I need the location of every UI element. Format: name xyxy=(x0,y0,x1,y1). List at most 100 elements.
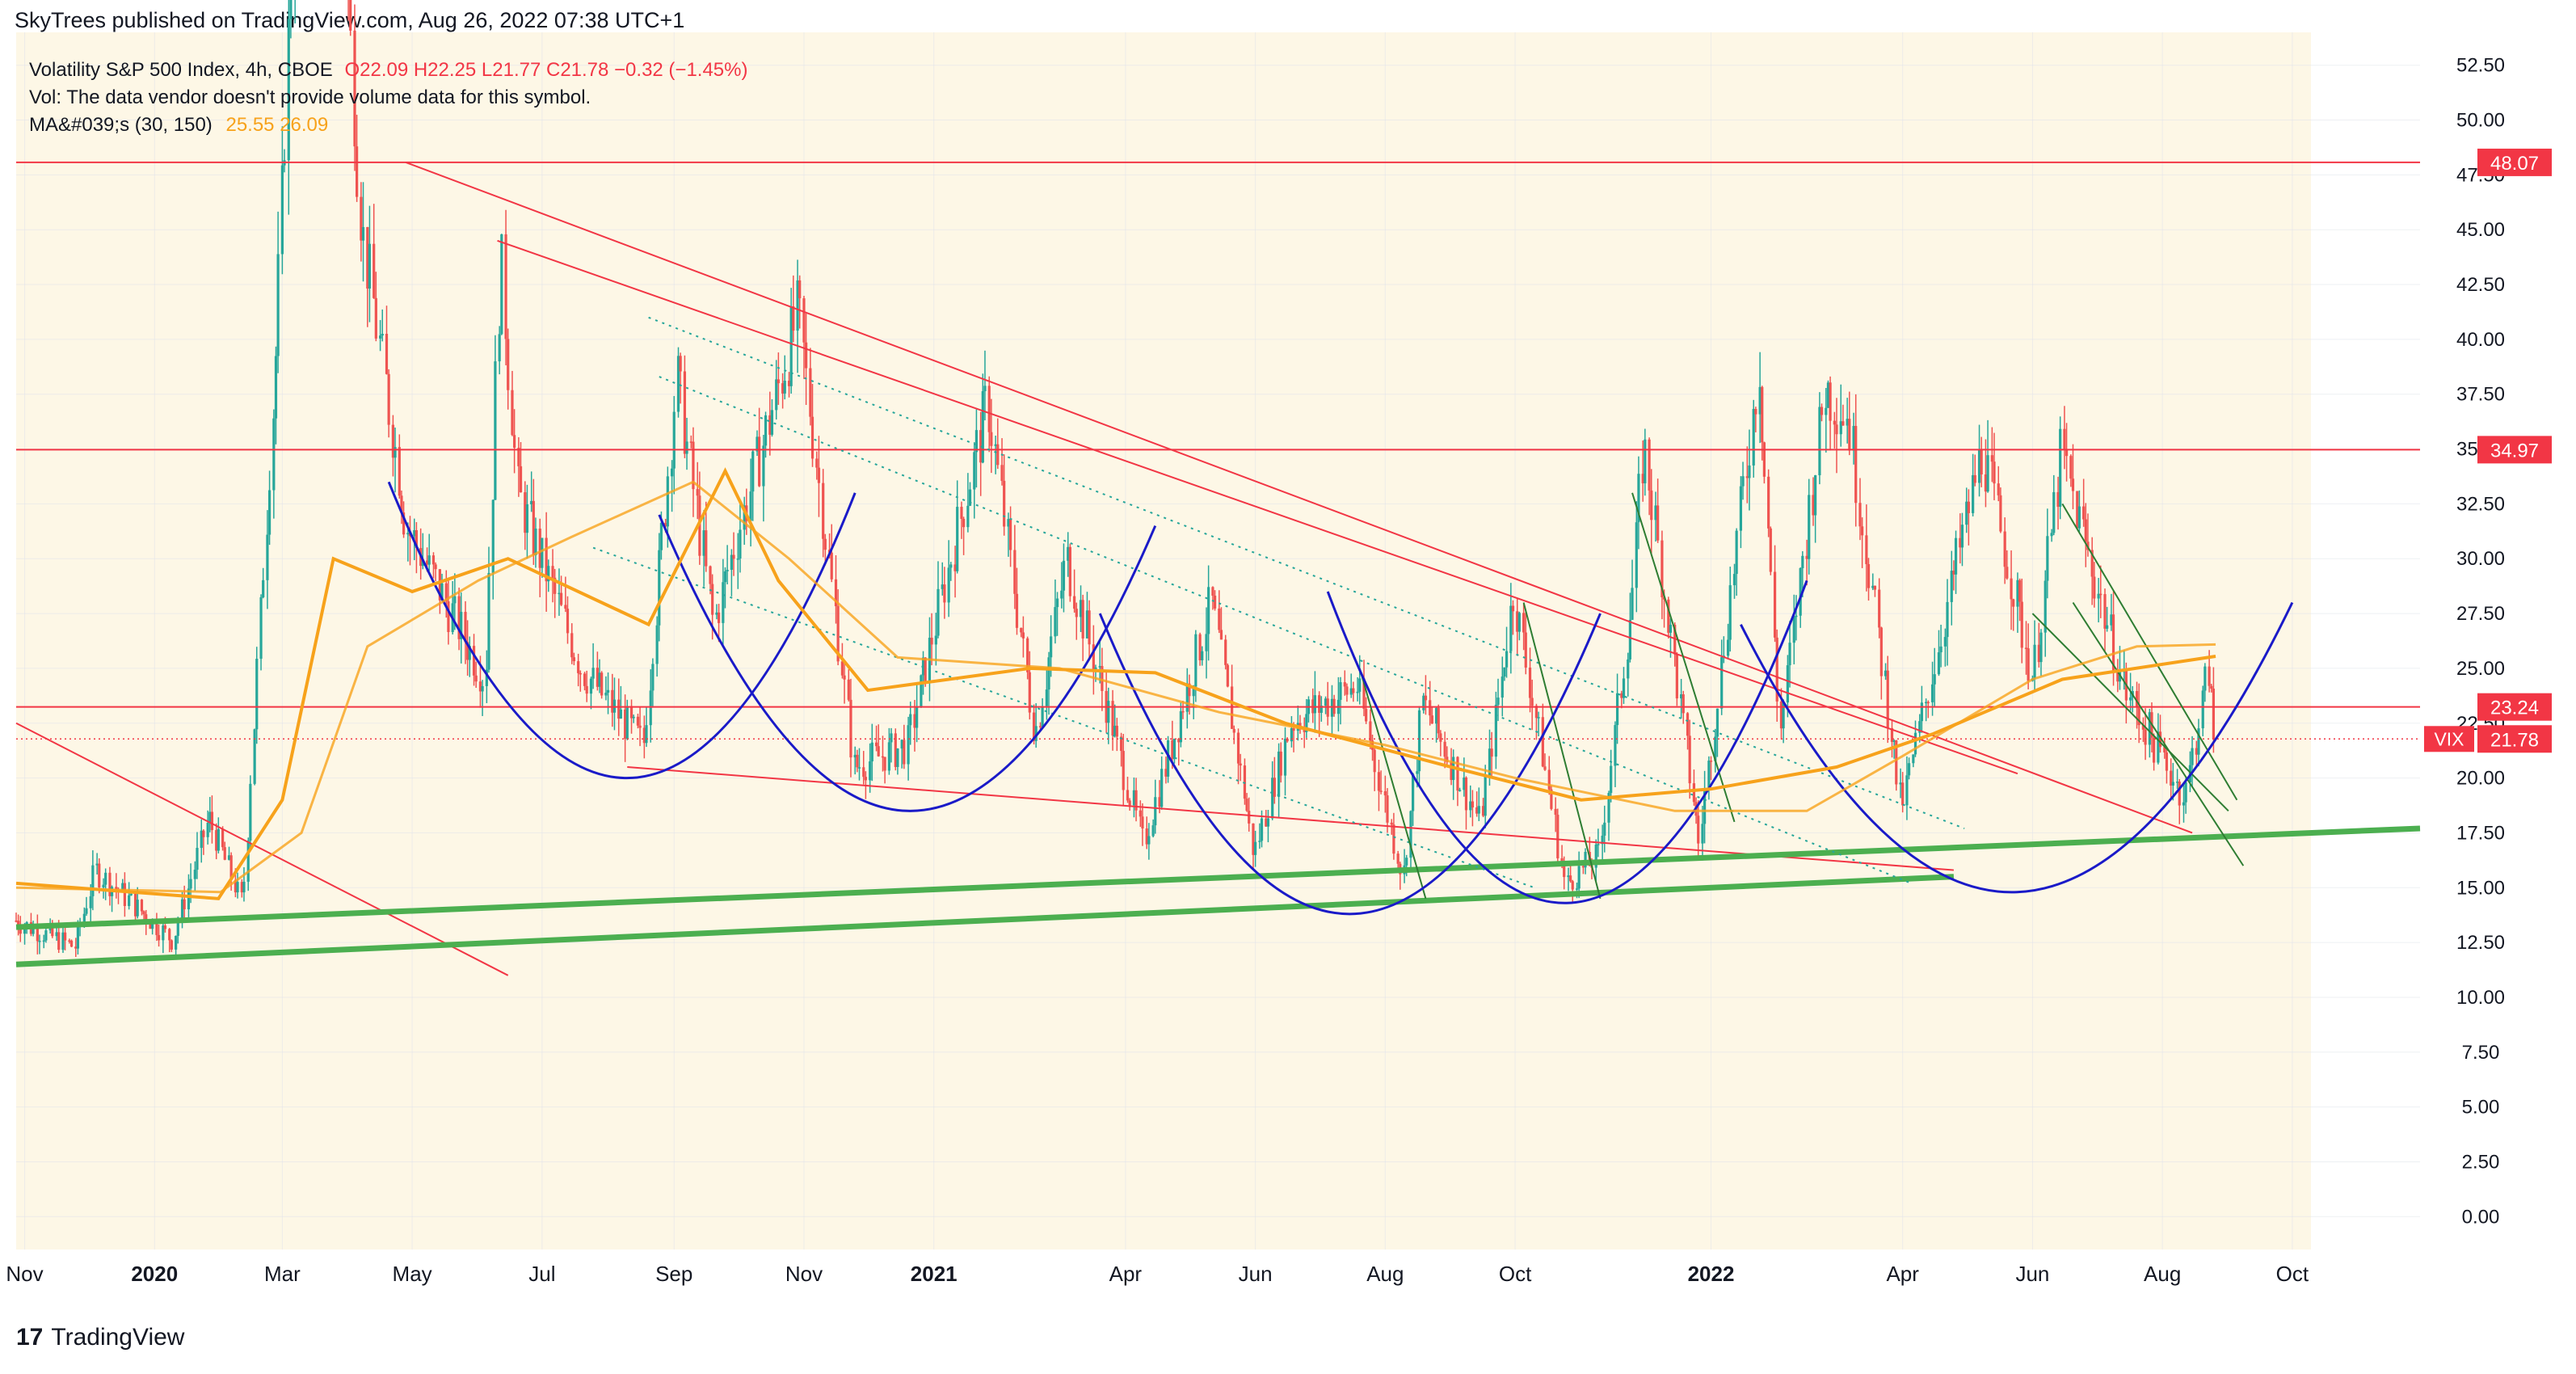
candle-body xyxy=(1688,735,1691,784)
candle-body xyxy=(61,932,65,950)
candle-body xyxy=(507,339,510,390)
candle-body xyxy=(676,356,680,412)
candle-body xyxy=(1686,713,1690,736)
candle-body xyxy=(1164,769,1168,777)
candle-body xyxy=(655,625,659,664)
candle-body xyxy=(810,416,814,459)
candle-body xyxy=(183,899,186,910)
candle-body xyxy=(606,689,610,693)
candle-body xyxy=(1873,585,1877,590)
candle-body xyxy=(2071,478,2075,491)
candle-body xyxy=(513,435,516,448)
candle-body xyxy=(1607,793,1610,823)
ma-150-line xyxy=(15,480,2216,894)
candle-body xyxy=(1920,702,1923,722)
candle-body xyxy=(498,334,501,362)
candle-body xyxy=(524,492,527,533)
candle-body xyxy=(1741,476,1745,487)
candle-body xyxy=(1993,462,1996,484)
candle-body xyxy=(511,390,514,436)
candle-body xyxy=(76,924,80,949)
candle-body xyxy=(1878,589,1881,628)
candle-body xyxy=(1362,678,1366,710)
candle-body xyxy=(193,870,196,879)
candle-body xyxy=(1965,501,1968,525)
candle-body xyxy=(1248,811,1251,824)
candle-body xyxy=(272,418,276,491)
y-tick-label: 52.50 xyxy=(2456,55,2505,77)
candle-body xyxy=(2144,729,2147,745)
candle-body xyxy=(758,436,761,487)
candle-body xyxy=(762,445,765,487)
x-tick-label: Apr xyxy=(1109,1262,1143,1286)
channel-line xyxy=(1358,668,1427,900)
candle-body xyxy=(809,368,812,417)
candle-body xyxy=(472,646,476,676)
candle-body xyxy=(1062,560,1066,591)
candle-body xyxy=(249,783,252,841)
candle-body xyxy=(805,342,808,369)
footer-brand[interactable]: TradingView xyxy=(51,1324,185,1351)
candle-body xyxy=(1879,627,1883,676)
candle-body xyxy=(1937,652,1941,675)
candle-body xyxy=(1172,738,1176,760)
candle-body xyxy=(1524,632,1527,668)
candle-body xyxy=(1429,700,1432,716)
candle-body xyxy=(23,926,27,934)
candle-body xyxy=(1254,841,1257,855)
tradingview-logo-icon[interactable]: 17 xyxy=(16,1324,44,1351)
candle-body xyxy=(170,940,173,950)
cup-arc xyxy=(1098,613,1602,916)
candle-body xyxy=(1443,741,1446,757)
candle-body xyxy=(920,675,923,707)
candle-body xyxy=(140,900,144,912)
x-tick-label: 2021 xyxy=(911,1262,958,1286)
candle-body xyxy=(2006,567,2009,579)
candle-body xyxy=(1079,600,1083,617)
symbol-tag-label: VIX xyxy=(2434,728,2464,749)
x-tick-label: Aug xyxy=(2144,1262,2181,1286)
candle-body xyxy=(1926,702,1930,704)
candle-body xyxy=(1356,691,1359,693)
candle-body xyxy=(108,872,112,896)
candle-body xyxy=(947,567,950,603)
candle-body xyxy=(777,379,780,384)
x-tick-label: 2020 xyxy=(131,1262,178,1286)
candle-body xyxy=(1067,546,1070,561)
candle-body xyxy=(242,881,246,893)
candle-body xyxy=(1417,710,1421,772)
candle-body xyxy=(2033,644,2036,679)
candle-body xyxy=(2110,614,2113,626)
price-tag-label: 23.24 xyxy=(2490,698,2539,719)
x-axis[interactable]: Nov 2020 Mar May Jul Sep Nov 2021 Apr Jun Aug Oct 20… xyxy=(6,1262,2309,1286)
candle-body xyxy=(1682,694,1685,714)
candle-body xyxy=(289,0,293,19)
candle-body xyxy=(732,554,735,559)
candle-body xyxy=(1818,407,1821,475)
candle-body xyxy=(915,706,919,728)
candle-body xyxy=(1537,717,1540,719)
candle-body xyxy=(1345,686,1349,695)
candle-body xyxy=(869,761,872,781)
candle-body xyxy=(121,883,124,892)
candle-body xyxy=(274,356,278,419)
candle-body xyxy=(840,661,844,676)
candle-body xyxy=(1265,818,1268,827)
candle-body xyxy=(1120,736,1123,752)
candle-body xyxy=(1179,710,1182,743)
candle-body xyxy=(36,927,39,942)
candle-body xyxy=(202,830,205,837)
legend: Volatility S&P 500 Index, 4h, CBOE O22.0… xyxy=(29,59,747,136)
candle-body xyxy=(781,383,785,394)
candle-body xyxy=(2182,802,2186,806)
candle-body xyxy=(534,529,537,555)
candle-body xyxy=(1644,439,1647,484)
candle-body xyxy=(1601,835,1604,845)
candle-body xyxy=(1925,702,1928,704)
candle-body xyxy=(909,714,912,726)
y-axis[interactable]: 52.5050.0047.5045.0042.5040.0037.5035.00… xyxy=(2456,55,2505,1229)
candle-body xyxy=(123,883,126,906)
candle-body xyxy=(2065,449,2069,457)
candle-body xyxy=(1054,607,1057,637)
